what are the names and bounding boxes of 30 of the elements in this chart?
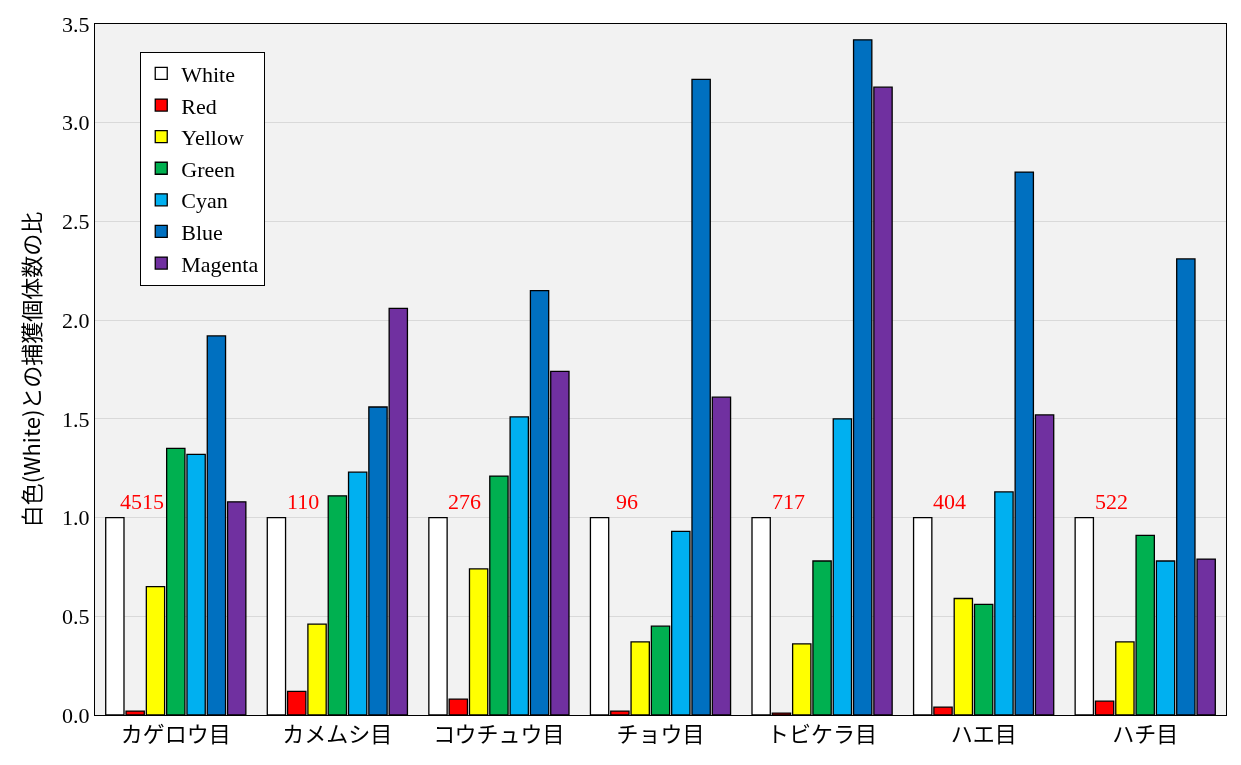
x-tick-label: ハチ目	[1112, 716, 1179, 749]
y-tick-label: 3.0	[62, 110, 90, 136]
x-tick-label: コウチュウ目	[433, 716, 565, 749]
legend-label: Blue	[181, 220, 223, 246]
x-tick-label: トビケラ目	[767, 716, 878, 749]
annotation: 404	[933, 489, 966, 514]
legend-label: White	[181, 62, 236, 88]
legend-label: Red	[181, 93, 217, 119]
y-tick-label: 1.0	[62, 505, 90, 531]
annotation: 96	[616, 489, 638, 514]
y-axis-title: 白色(White)との捕獲個体数の比	[13, 211, 46, 528]
y-tick-label: 2.0	[62, 307, 90, 333]
annotation: 4515	[120, 489, 164, 514]
annotation: 110	[287, 489, 320, 514]
x-tick-label: チョウ目	[616, 716, 705, 749]
x-tick-label: カメムシ目	[282, 716, 393, 749]
x-tick-label: カゲロウ目	[120, 716, 231, 749]
y-tick-label: 3.5	[62, 11, 90, 37]
legend-label: Green	[181, 156, 235, 182]
x-tick-label: ハエ目	[950, 716, 1017, 749]
legend-label: Cyan	[181, 188, 228, 214]
y-tick-label: 0.5	[62, 603, 90, 629]
legend-label: Magenta	[181, 251, 259, 277]
y-tick-label: 2.5	[62, 209, 90, 235]
annotation: 717	[772, 489, 805, 514]
legend-label: Yellow	[181, 125, 244, 151]
annotation: 522	[1095, 489, 1128, 514]
y-tick-label: 1.5	[62, 406, 90, 432]
y-tick-label: 0.0	[62, 702, 90, 728]
annotation: 276	[448, 489, 481, 514]
